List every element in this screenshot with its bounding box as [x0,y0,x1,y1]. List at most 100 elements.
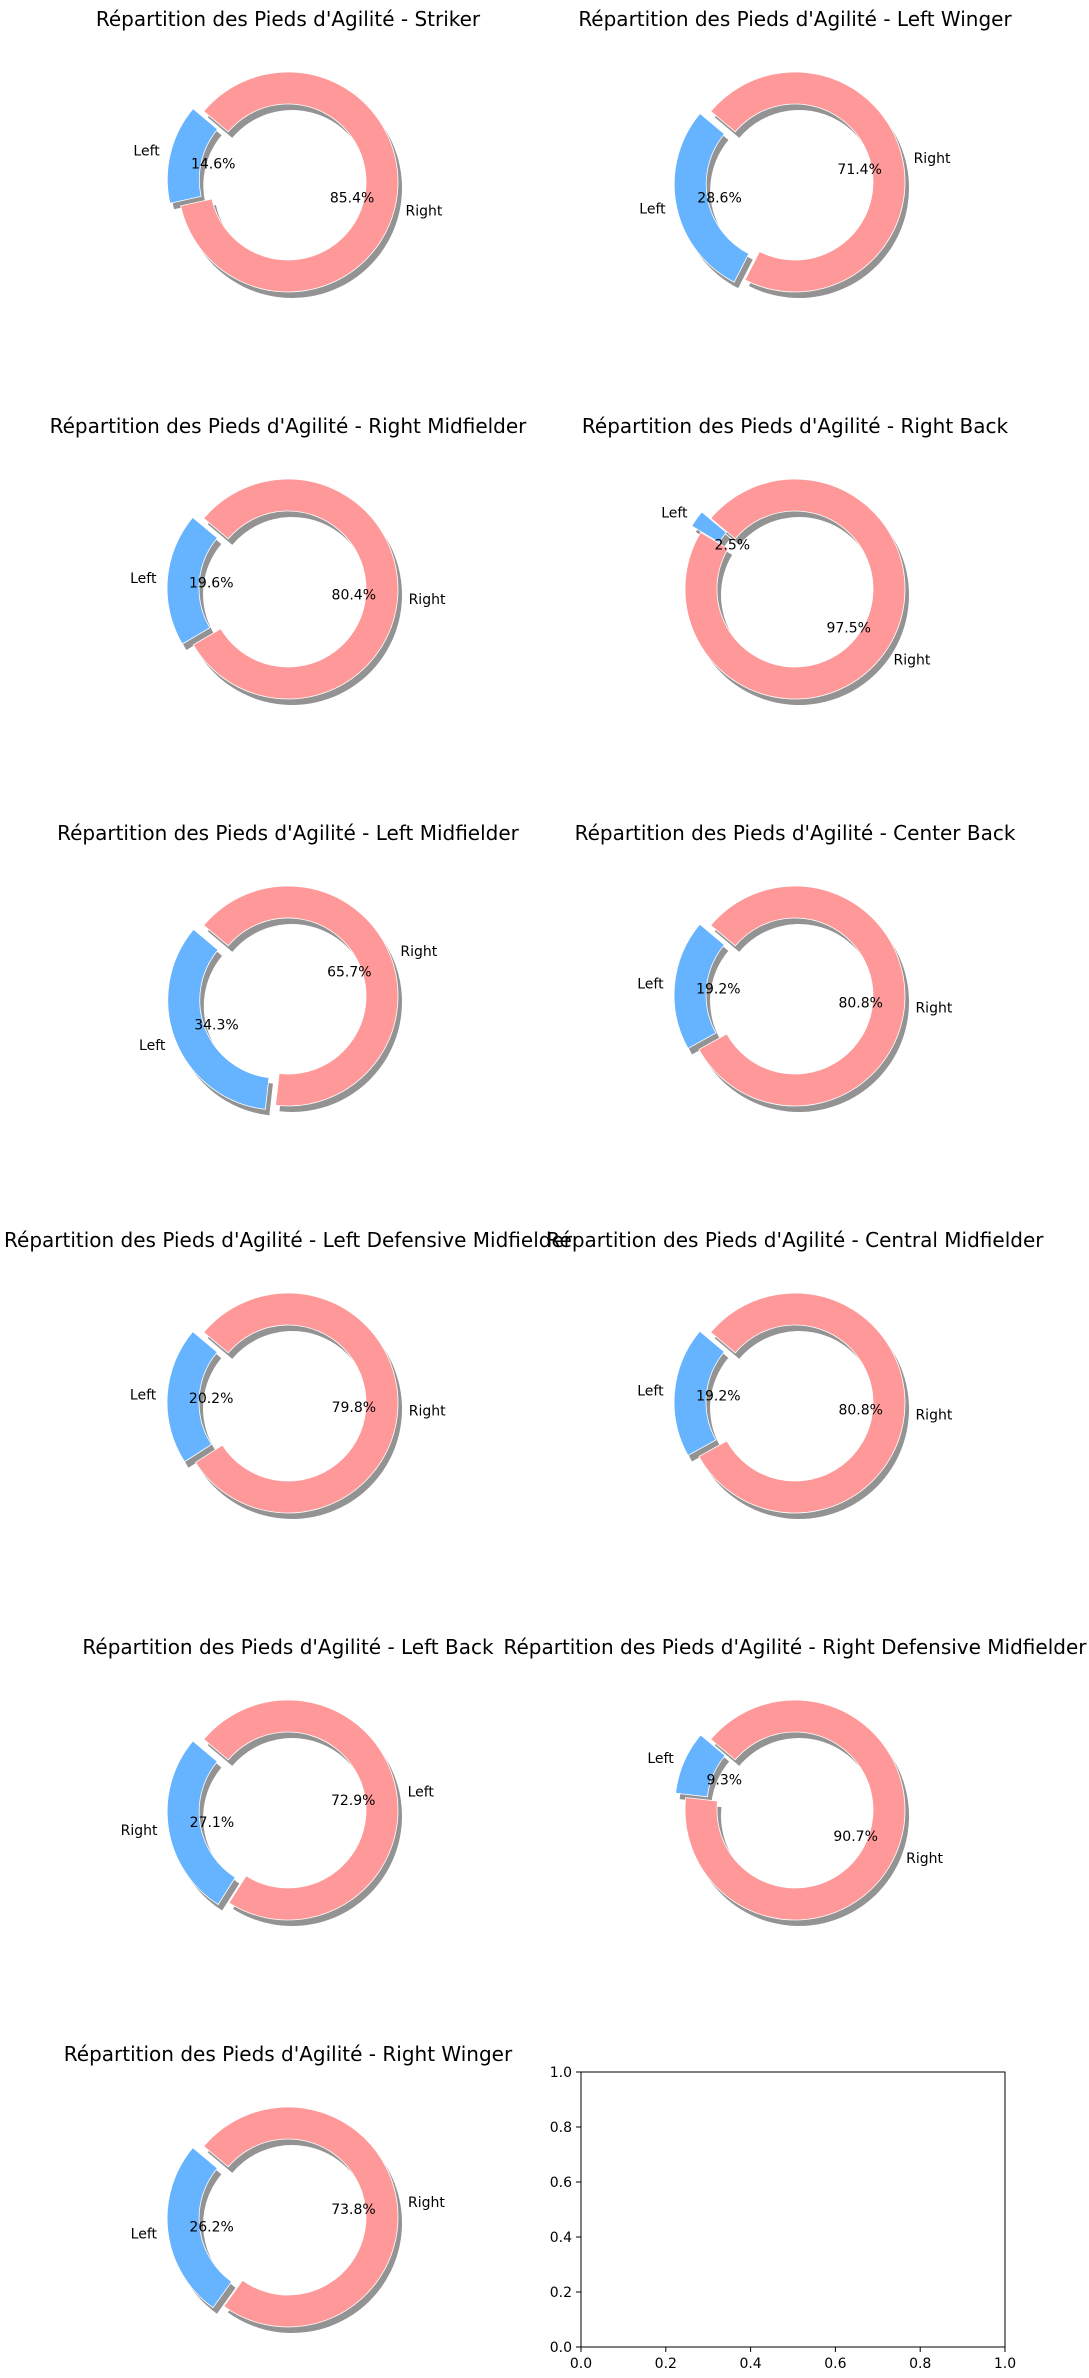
slice-percent-label: 79.8% [332,1400,376,1416]
pie-slice-left [166,2147,233,2309]
slice-percent-label: 80.4% [332,587,376,603]
slice-category-label: Right [409,1404,446,1420]
slice-category-label: Right [906,1851,943,1867]
slice-category-label: Left [130,1388,157,1404]
slice-percent-label: 19.2% [696,1389,740,1405]
pie-slice-left [691,511,727,543]
y-tick-label: 0.4 [550,2230,572,2246]
pie-slice-right [710,71,906,293]
pie-slice-left [166,1331,218,1463]
chart-title: Répartition des Pieds d'Agilité - Right … [64,2042,513,2066]
slice-category-label: Left [639,201,666,217]
slice-category-label: Left [139,1038,166,1054]
slice-percent-label: 34.3% [194,1018,238,1034]
pie-slice-right [166,1740,236,1906]
pie-slice-left [167,928,270,1110]
x-tick-label: 0.2 [655,2356,677,2372]
slice-percent-label: 85.4% [330,191,374,207]
pie-slice-left [203,1699,399,1921]
pie-slice-right [684,1699,906,1921]
pie-slice-right [192,478,399,700]
pie-slice-right [684,478,906,700]
slice-percent-label: 73.8% [331,2202,375,2218]
slice-percent-label: 20.2% [189,1391,233,1407]
slice-percent-label: 2.5% [715,537,751,553]
slice-percent-label: 80.8% [838,995,882,1011]
y-tick-label: 0.0 [550,2340,572,2356]
slice-category-label: Right [914,151,951,167]
slice-category-label: Right [400,944,437,960]
slice-percent-label: 72.9% [331,1793,375,1809]
slice-category-label: Right [406,204,443,220]
slice-category-label: Left [661,505,688,521]
pie-slice-left [673,1330,725,1457]
slice-percent-label: 80.8% [838,1402,882,1418]
pie-chart-2: Répartition des Pieds d'Agilité - Left W… [578,7,1012,298]
pie-chart-3: Répartition des Pieds d'Agilité - Right … [50,414,528,705]
empty-axes: 0.0 0.2 0.4 0.6 0.8 1.0 0.0 0.2 0.4 0.6 0.8 1.0 [550,2065,1016,2372]
pie-chart-8: Répartition des Pieds d'Agilité - Centra… [547,1228,1045,1519]
pie-slice-right [203,885,399,1107]
chart-title: Répartition des Pieds d'Agilité - Right … [582,414,1009,438]
chart-title: Répartition des Pieds d'Agilité - Left D… [4,1228,573,1252]
chart-title: Répartition des Pieds d'Agilité - Left W… [578,7,1012,31]
y-tick-label: 1.0 [550,2065,572,2081]
y-tick-label: 0.8 [550,2120,572,2136]
slice-percent-label: 14.6% [191,157,235,173]
slice-category-label: Right [121,1823,158,1839]
pie-chart-5: Répartition des Pieds d'Agilité - Left M… [57,821,520,1116]
slice-category-label: Left [133,144,160,160]
slice-category-label: Right [408,2195,445,2211]
pie-slice-left [166,516,218,645]
slice-percent-label: 9.3% [706,1773,742,1789]
chart-title: Répartition des Pieds d'Agilité - Left B… [82,1635,494,1659]
chart-title: Répartition des Pieds d'Agilité - Strike… [96,7,481,31]
slice-percent-label: 28.6% [697,190,741,206]
x-tick-label: 1.0 [994,2356,1016,2372]
x-tick-label: 0.0 [570,2356,592,2372]
pie-chart-9: Répartition des Pieds d'Agilité - Left B… [82,1635,494,1926]
pie-slice-left [675,1734,726,1798]
slice-category-label: Left [647,1751,674,1767]
slice-percent-label: 90.7% [833,1829,877,1845]
slice-percent-label: 97.5% [826,620,870,636]
pie-chart-6: Répartition des Pieds d'Agilité - Center… [575,821,1016,1112]
chart-title: Répartition des Pieds d'Agilité - Right … [503,1635,1087,1659]
slice-category-label: Right [915,1407,952,1423]
chart-title: Répartition des Pieds d'Agilité - Right … [50,414,528,438]
slice-percent-label: 19.2% [696,982,740,998]
slice-category-label: Right [894,652,931,668]
slice-percent-label: 65.7% [327,965,371,981]
slice-category-label: Left [408,1785,435,1801]
pie-slice-right [194,1292,399,1514]
pie-slice-right [698,885,906,1107]
pie-chart-4: Répartition des Pieds d'Agilité - Right … [582,414,1009,705]
slice-category-label: Left [130,571,157,587]
pie-slice-right [180,71,399,293]
pie-chart-7: Répartition des Pieds d'Agilité - Left D… [4,1228,573,1519]
pie-slice-left [673,112,750,283]
slice-category-label: Right [409,592,446,608]
chart-title: Répartition des Pieds d'Agilité - Centra… [547,1228,1045,1252]
pie-slice-right [203,2106,399,2328]
pie-chart-1: Répartition des Pieds d'Agilité - Strike… [96,7,481,298]
x-tick-label: 0.8 [909,2356,931,2372]
pie-slice-left [673,923,725,1050]
pie-chart-11: Répartition des Pieds d'Agilité - Right … [64,2042,513,2334]
y-tick-label: 0.6 [550,2175,572,2191]
slice-percent-label: 27.1% [190,1815,234,1831]
x-tick-label: 0.4 [739,2356,761,2372]
slice-category-label: Left [131,2226,158,2242]
pie-slice-left [166,108,219,204]
x-tick-label: 0.6 [824,2356,846,2372]
pie-chart-10: Répartition des Pieds d'Agilité - Right … [503,1635,1087,1926]
chart-title: Répartition des Pieds d'Agilité - Left M… [57,821,520,845]
pie-slice-right [698,1292,906,1514]
slice-category-label: Right [915,1000,952,1016]
y-tick-label: 0.2 [550,2285,572,2301]
slice-category-label: Left [637,976,664,992]
slice-percent-label: 19.6% [189,576,233,592]
slice-percent-label: 71.4% [837,162,881,178]
slice-category-label: Left [637,1383,664,1399]
